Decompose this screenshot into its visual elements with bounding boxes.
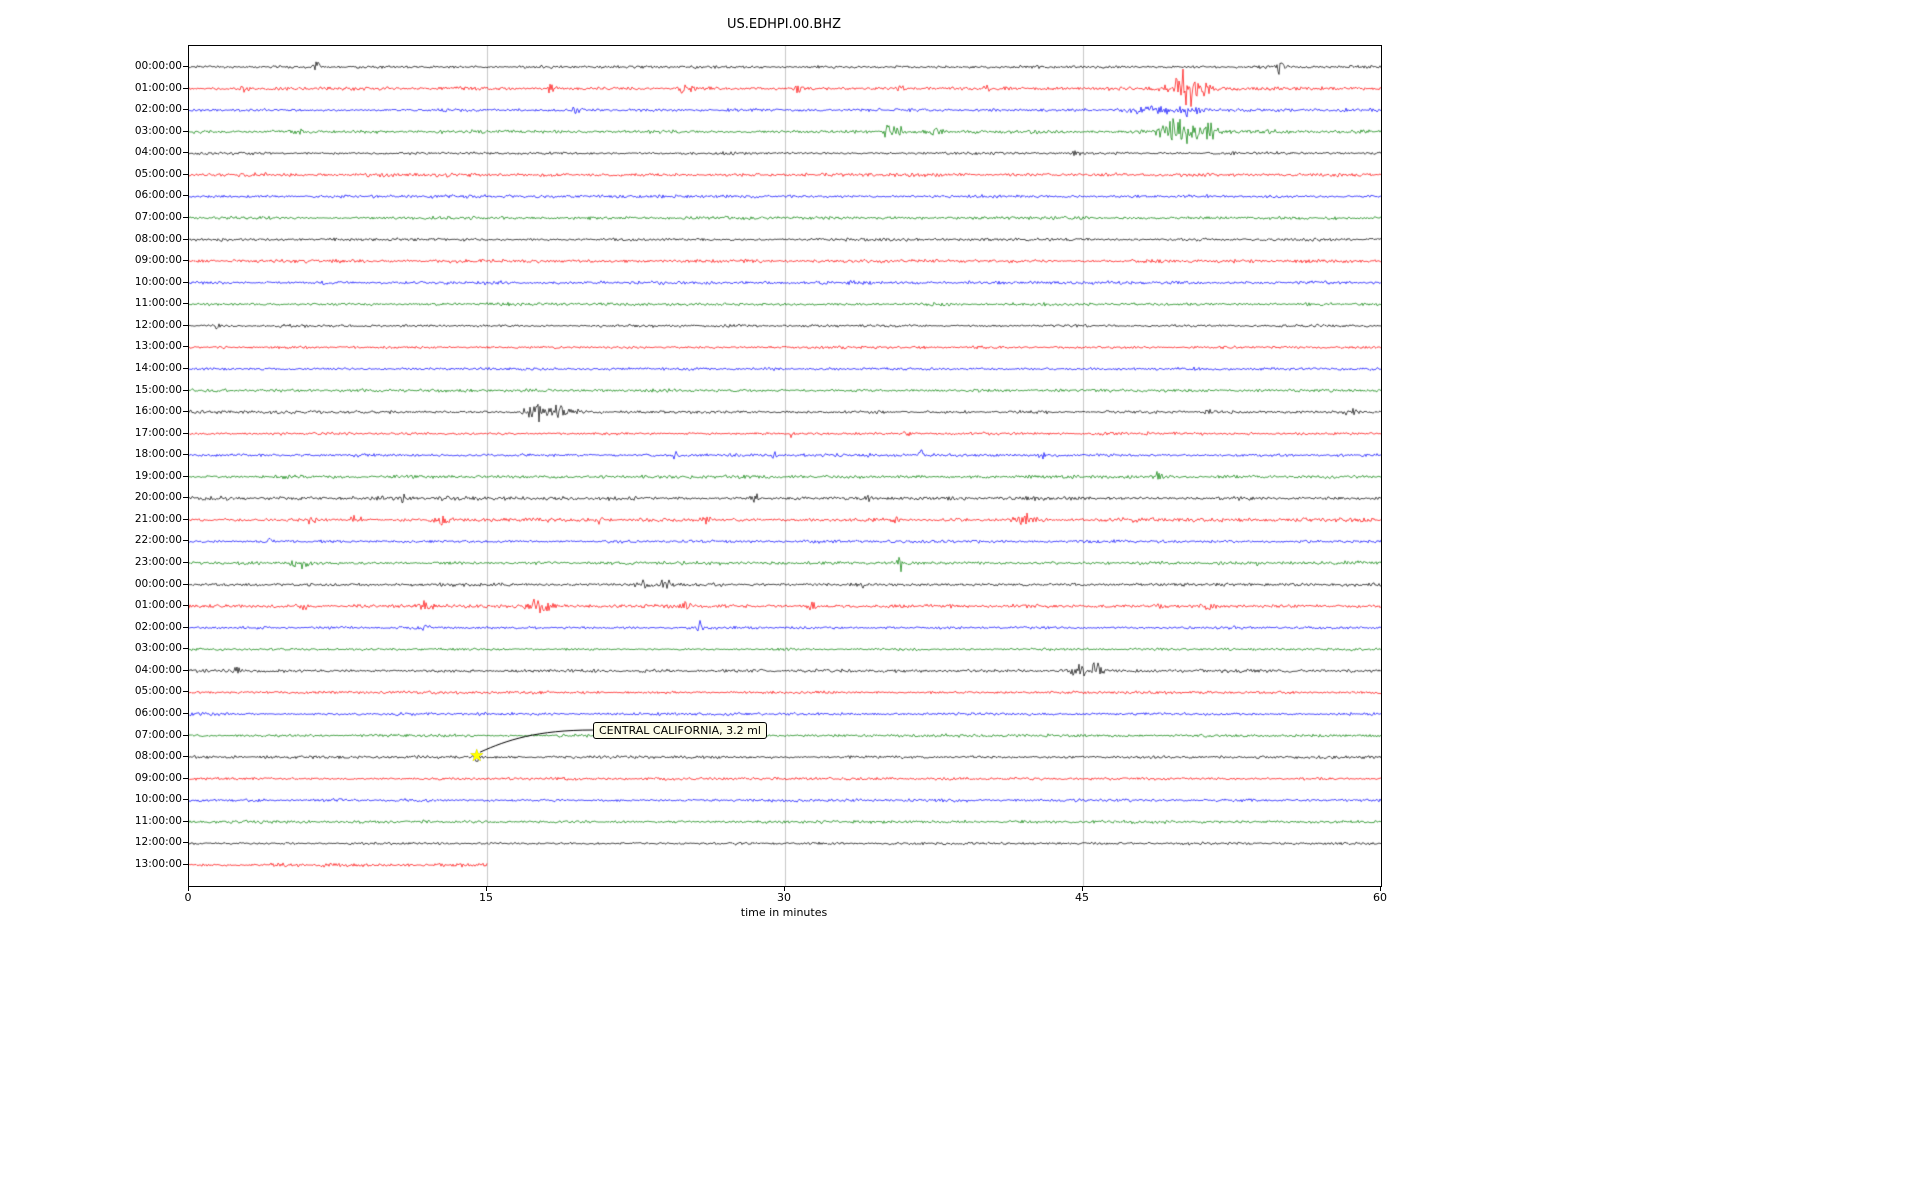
row-label: 20:00:00	[134, 491, 182, 504]
y-tick-mark	[183, 756, 188, 758]
row-label: 01:00:00	[134, 599, 182, 612]
y-tick-mark	[183, 734, 188, 736]
row-label: 09:00:00	[134, 254, 182, 267]
y-tick-mark	[183, 432, 188, 434]
y-tick-mark	[183, 497, 188, 499]
row-label: 06:00:00	[134, 707, 182, 720]
y-tick-mark	[183, 842, 188, 844]
y-tick-mark	[183, 691, 188, 693]
x-tick-label: 15	[479, 891, 493, 904]
y-tick-mark	[183, 260, 188, 262]
x-tick-label: 60	[1373, 891, 1387, 904]
row-label: 00:00:00	[134, 60, 182, 72]
plot-area: ★ CENTRAL CALIFORNIA, 3.2 ml	[188, 45, 1382, 887]
row-label: 10:00:00	[134, 793, 182, 806]
row-label: 12:00:00	[134, 318, 182, 331]
y-tick-mark	[183, 777, 188, 779]
row-label: 09:00:00	[134, 771, 182, 784]
x-tick-mark	[1380, 887, 1381, 891]
y-tick-mark	[183, 389, 188, 391]
x-tick-label: 0	[184, 891, 192, 904]
y-tick-mark	[183, 216, 188, 218]
y-tick-mark	[183, 152, 188, 154]
row-label: 03:00:00	[134, 642, 182, 655]
row-label: 14:00:00	[134, 361, 182, 374]
x-tick-mark	[486, 887, 487, 891]
y-tick-mark	[183, 864, 188, 865]
row-label: 08:00:00	[134, 750, 182, 763]
x-tick-label: 30	[777, 891, 791, 904]
y-tick-mark	[183, 130, 188, 132]
row-label: 23:00:00	[134, 556, 182, 569]
row-label: 02:00:00	[134, 620, 182, 633]
row-label: 08:00:00	[134, 232, 182, 245]
y-tick-mark	[183, 518, 188, 520]
y-tick-mark	[183, 109, 188, 111]
y-tick-mark	[183, 799, 188, 801]
row-label: 05:00:00	[134, 685, 182, 698]
row-label: 03:00:00	[134, 124, 182, 137]
y-tick-mark	[183, 303, 188, 305]
event-marker-star: ★	[469, 746, 485, 767]
x-tick-mark	[188, 887, 189, 891]
row-label: 10:00:00	[134, 275, 182, 288]
row-label: 13:00:00	[134, 858, 182, 870]
y-tick-mark	[183, 324, 188, 326]
y-tick-mark	[183, 475, 188, 477]
row-label: 22:00:00	[134, 534, 182, 547]
x-tick-mark	[1082, 887, 1083, 891]
row-label: 18:00:00	[134, 448, 182, 461]
y-tick-mark	[183, 367, 188, 369]
y-tick-mark	[183, 281, 188, 283]
y-tick-mark	[183, 648, 188, 650]
row-label: 19:00:00	[134, 469, 182, 482]
y-tick-mark	[183, 454, 188, 456]
y-tick-mark	[183, 669, 188, 671]
y-tick-mark	[183, 713, 188, 715]
row-label: 13:00:00	[134, 340, 182, 353]
row-label: 02:00:00	[134, 103, 182, 116]
row-label: 16:00:00	[134, 405, 182, 418]
chart-title: US.EDHPI.00.BHZ	[727, 17, 841, 32]
row-label: 17:00:00	[134, 426, 182, 439]
row-label: 00:00:00	[134, 577, 182, 590]
x-axis-label: time in minutes	[740, 906, 828, 919]
row-label: 11:00:00	[134, 297, 182, 310]
y-tick-mark	[183, 411, 188, 413]
row-label: 04:00:00	[134, 146, 182, 159]
event-annotation: CENTRAL CALIFORNIA, 3.2 ml	[593, 722, 767, 739]
y-tick-mark	[183, 820, 188, 822]
row-label: 11:00:00	[134, 814, 182, 827]
y-tick-mark	[183, 87, 188, 89]
y-tick-mark	[183, 605, 188, 607]
row-label: 04:00:00	[134, 663, 182, 676]
y-tick-mark	[183, 583, 188, 585]
y-tick-mark	[183, 66, 188, 67]
y-tick-mark	[183, 173, 188, 175]
row-label: 15:00:00	[134, 383, 182, 396]
y-tick-mark	[183, 562, 188, 564]
y-tick-mark	[183, 238, 188, 240]
row-label: 01:00:00	[134, 81, 182, 94]
x-tick-mark	[784, 887, 785, 891]
y-tick-mark	[183, 195, 188, 197]
row-label: 06:00:00	[134, 189, 182, 202]
x-tick-label: 45	[1075, 891, 1089, 904]
y-tick-mark	[183, 346, 188, 348]
row-label: 21:00:00	[134, 512, 182, 525]
row-label: 07:00:00	[134, 728, 182, 741]
y-tick-mark	[183, 540, 188, 542]
row-label: 07:00:00	[134, 210, 182, 223]
row-label: 12:00:00	[134, 836, 182, 849]
row-label: 05:00:00	[134, 167, 182, 180]
y-tick-mark	[183, 626, 188, 628]
seismogram-canvas	[189, 46, 1381, 886]
